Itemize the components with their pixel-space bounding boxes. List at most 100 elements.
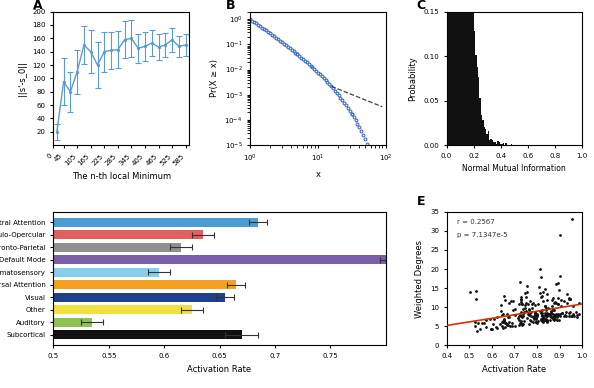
Point bbox=[536, 317, 545, 323]
Point bbox=[541, 303, 550, 309]
Point bbox=[535, 284, 544, 290]
Point bbox=[508, 298, 517, 305]
Bar bbox=[463, 0, 465, 145]
Point bbox=[552, 314, 561, 320]
Point bbox=[503, 322, 512, 329]
Point bbox=[553, 301, 563, 307]
Point bbox=[519, 320, 528, 327]
Point bbox=[551, 300, 561, 306]
Point bbox=[549, 307, 559, 314]
Bar bbox=[467, 0, 469, 145]
Bar bbox=[448, 0, 449, 145]
Point bbox=[525, 306, 534, 312]
Point bbox=[502, 320, 511, 327]
Point bbox=[525, 311, 534, 317]
Point bbox=[541, 286, 550, 292]
Point bbox=[549, 314, 559, 320]
Point bbox=[557, 310, 567, 316]
Point bbox=[521, 308, 530, 314]
Point bbox=[516, 279, 525, 285]
Bar bbox=[492, 140, 493, 145]
Point bbox=[519, 313, 528, 319]
Point bbox=[489, 316, 498, 322]
Point bbox=[499, 325, 508, 331]
Point bbox=[546, 308, 556, 315]
Point bbox=[561, 309, 571, 315]
Point bbox=[555, 273, 565, 279]
Bar bbox=[477, 67, 478, 145]
Point bbox=[482, 317, 491, 323]
Bar bbox=[471, 0, 473, 145]
Bar bbox=[0, 305, 192, 314]
Point bbox=[542, 310, 552, 317]
Point bbox=[551, 315, 560, 322]
Point bbox=[574, 300, 583, 306]
Point bbox=[542, 311, 552, 317]
Point bbox=[539, 315, 549, 321]
Point bbox=[470, 319, 480, 325]
Point bbox=[519, 309, 529, 315]
Point bbox=[486, 326, 496, 332]
Point bbox=[554, 312, 563, 318]
Point bbox=[479, 319, 489, 326]
Bar bbox=[0, 255, 386, 264]
Point bbox=[510, 323, 519, 329]
Point bbox=[511, 312, 520, 319]
Bar bbox=[478, 77, 479, 145]
Bar bbox=[484, 126, 485, 145]
Point bbox=[522, 289, 531, 295]
Point bbox=[546, 314, 556, 320]
Bar bbox=[0, 243, 181, 252]
Bar bbox=[465, 0, 466, 145]
Point bbox=[524, 321, 533, 327]
Point bbox=[496, 301, 505, 308]
Point bbox=[517, 318, 526, 324]
Point bbox=[477, 320, 486, 326]
Point bbox=[539, 289, 548, 295]
Point bbox=[564, 313, 573, 319]
Point bbox=[488, 320, 497, 327]
Point bbox=[562, 300, 571, 306]
Point bbox=[542, 307, 551, 314]
Point bbox=[519, 310, 528, 317]
Point bbox=[560, 298, 569, 304]
Point bbox=[555, 314, 564, 320]
Point bbox=[517, 321, 526, 327]
Text: E: E bbox=[417, 195, 425, 208]
Point bbox=[529, 313, 539, 319]
Point bbox=[499, 318, 508, 324]
Point bbox=[476, 326, 485, 333]
Point bbox=[499, 318, 508, 324]
Bar bbox=[474, 31, 475, 145]
Point bbox=[535, 308, 545, 314]
Point bbox=[538, 315, 547, 322]
Point bbox=[536, 310, 546, 316]
Bar bbox=[494, 142, 496, 145]
Point bbox=[551, 299, 560, 305]
Point bbox=[568, 303, 577, 309]
Point bbox=[536, 274, 546, 281]
Point bbox=[532, 315, 541, 321]
Bar bbox=[479, 97, 481, 145]
Point bbox=[535, 265, 545, 272]
Point bbox=[514, 313, 523, 319]
Point bbox=[537, 310, 546, 316]
Point bbox=[485, 316, 495, 322]
Point bbox=[514, 301, 523, 307]
Point bbox=[537, 293, 546, 299]
Point bbox=[546, 310, 556, 317]
Bar bbox=[505, 143, 507, 145]
Point bbox=[524, 312, 533, 319]
Point bbox=[572, 312, 582, 319]
Point bbox=[565, 296, 575, 302]
Bar bbox=[498, 142, 500, 145]
Point bbox=[548, 314, 557, 320]
Point bbox=[545, 317, 555, 323]
Point bbox=[551, 281, 560, 287]
Point bbox=[532, 320, 542, 326]
Point bbox=[526, 313, 536, 319]
Point bbox=[500, 297, 510, 303]
Point bbox=[562, 291, 571, 297]
Point bbox=[554, 317, 564, 323]
Point bbox=[541, 305, 551, 311]
